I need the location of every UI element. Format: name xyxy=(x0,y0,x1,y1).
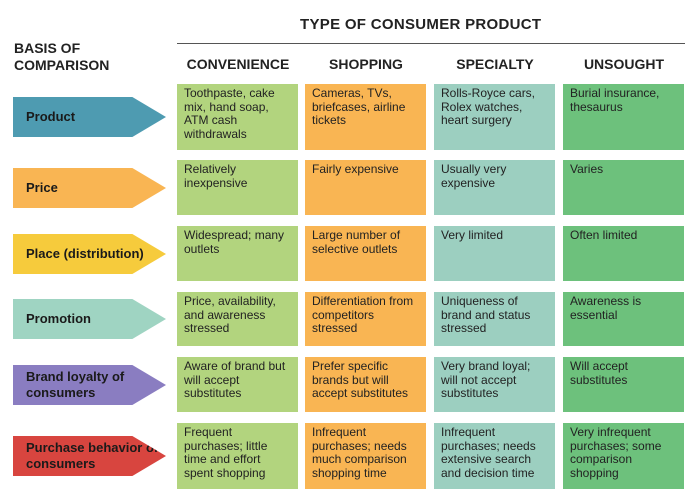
table-cell: Price, availability, and awareness stres… xyxy=(177,292,298,346)
table-cell: Infrequent purchases; needs much compari… xyxy=(305,423,426,489)
table-cell: Uniqueness of brand and status stressed xyxy=(434,292,555,346)
row-arrow-1: Price xyxy=(13,168,166,208)
table-cell: Will accept substitutes xyxy=(563,357,684,412)
table-cell: Varies xyxy=(563,160,684,215)
diagram-title: TYPE OF CONSUMER PRODUCT xyxy=(300,16,542,33)
row-label: Place (distribution) xyxy=(26,246,144,261)
table-cell: Burial insurance, thesaurus xyxy=(563,84,684,150)
table-cell: Large number of selective outlets xyxy=(305,226,426,281)
table-cell: Frequent purchases; little time and effo… xyxy=(177,423,298,489)
table-cell: Often limited xyxy=(563,226,684,281)
row-label: Promotion xyxy=(26,311,91,326)
table-cell: Aware of brand but will accept substitut… xyxy=(177,357,298,412)
column-header-shopping: SHOPPING xyxy=(329,56,403,72)
table-cell: Rolls-Royce cars, Rolex watches, heart s… xyxy=(434,84,555,150)
row-arrow-2: Place (distribution) xyxy=(13,234,166,274)
table-cell: Cameras, TVs, briefcases, airline ticket… xyxy=(305,84,426,150)
table-cell: Very infrequent purchases; some comparis… xyxy=(563,423,684,489)
row-label: Product xyxy=(26,109,76,124)
table-cell: Widespread; many outlets xyxy=(177,226,298,281)
table-cell: Fairly expensive xyxy=(305,160,426,215)
table-cell: Very limited xyxy=(434,226,555,281)
table-cell: Relatively inexpensive xyxy=(177,160,298,215)
row-arrow-5: Purchase behavior of consumers xyxy=(13,436,166,476)
table-cell: Differentiation from competitors stresse… xyxy=(305,292,426,346)
table-cell: Toothpaste, cake mix, hand soap, ATM cas… xyxy=(177,84,298,150)
table-cell: Usually very expensive xyxy=(434,160,555,215)
column-header-specialty: SPECIALTY xyxy=(456,56,534,72)
row-label: Brand loyalty of consumers xyxy=(26,369,125,400)
table-cell: Awareness is essential xyxy=(563,292,684,346)
table-cell: Infrequent purchases; needs extensive se… xyxy=(434,423,555,489)
row-arrow-0: Product xyxy=(13,97,166,137)
table-cell: Prefer specific brands but will accept s… xyxy=(305,357,426,412)
row-arrow-4: Brand loyalty of consumers xyxy=(13,365,166,405)
row-arrow-3: Promotion xyxy=(13,299,166,339)
title-divider xyxy=(177,43,685,44)
table-cell: Very brand loyal; will not accept substi… xyxy=(434,357,555,412)
column-header-convenience: CONVENIENCE xyxy=(186,56,290,72)
row-label: Purchase behavior of consumers xyxy=(26,440,159,471)
row-label: Price xyxy=(26,180,58,195)
basis-of-comparison-label: BASIS OF COMPARISON xyxy=(14,40,110,73)
column-header-unsought: UNSOUGHT xyxy=(583,56,665,72)
